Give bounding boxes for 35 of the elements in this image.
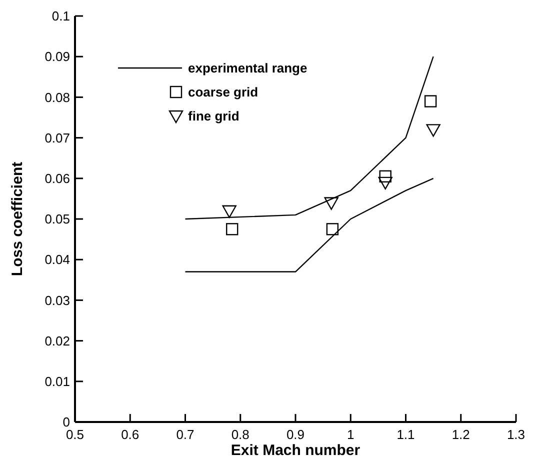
x-tick-label: 0.7: [176, 427, 194, 442]
legend-label: experimental range: [188, 60, 308, 76]
y-tick-label: 0: [62, 414, 70, 430]
y-tick-label: 0.05: [44, 212, 70, 227]
x-axis-title: Exit Mach number: [230, 442, 360, 459]
y-tick-label: 0.04: [44, 252, 70, 268]
y-tick-label: 0.02: [44, 333, 70, 348]
x-tick-label: 1.1: [396, 427, 415, 442]
legend-label: coarse grid: [188, 84, 258, 100]
x-tick-label: 0.6: [121, 427, 140, 442]
y-tick-label: 0.08: [44, 90, 70, 105]
point: [379, 170, 392, 182]
point: [222, 205, 236, 218]
x-tick-label: 1.3: [506, 427, 526, 442]
line-series: [184, 178, 434, 272]
point: [226, 223, 238, 236]
y-axis-title: Loss coefficient: [9, 162, 26, 276]
y-tick-label: 0.01: [44, 374, 70, 389]
x-tick-label: 1.2: [452, 427, 470, 442]
point: [326, 223, 339, 236]
y-tick-label: 0.1: [52, 8, 70, 24]
point: [378, 176, 392, 190]
point: [424, 95, 437, 108]
point: [426, 124, 440, 137]
x-tick-label: 0.5: [66, 427, 84, 442]
y-tick-label: 0.03: [44, 292, 70, 308]
point: [324, 197, 338, 210]
y-tick-label: 0.09: [44, 49, 70, 64]
legend-label: fine grid: [188, 108, 240, 124]
line-series: [184, 56, 434, 220]
x-tick-label: 1: [347, 427, 354, 442]
x-tick-label: 0.8: [231, 427, 250, 442]
x-tick-label: 0.9: [286, 427, 305, 442]
y-tick-label: 0.07: [44, 130, 70, 146]
y-tick-label: 0.06: [44, 170, 70, 186]
